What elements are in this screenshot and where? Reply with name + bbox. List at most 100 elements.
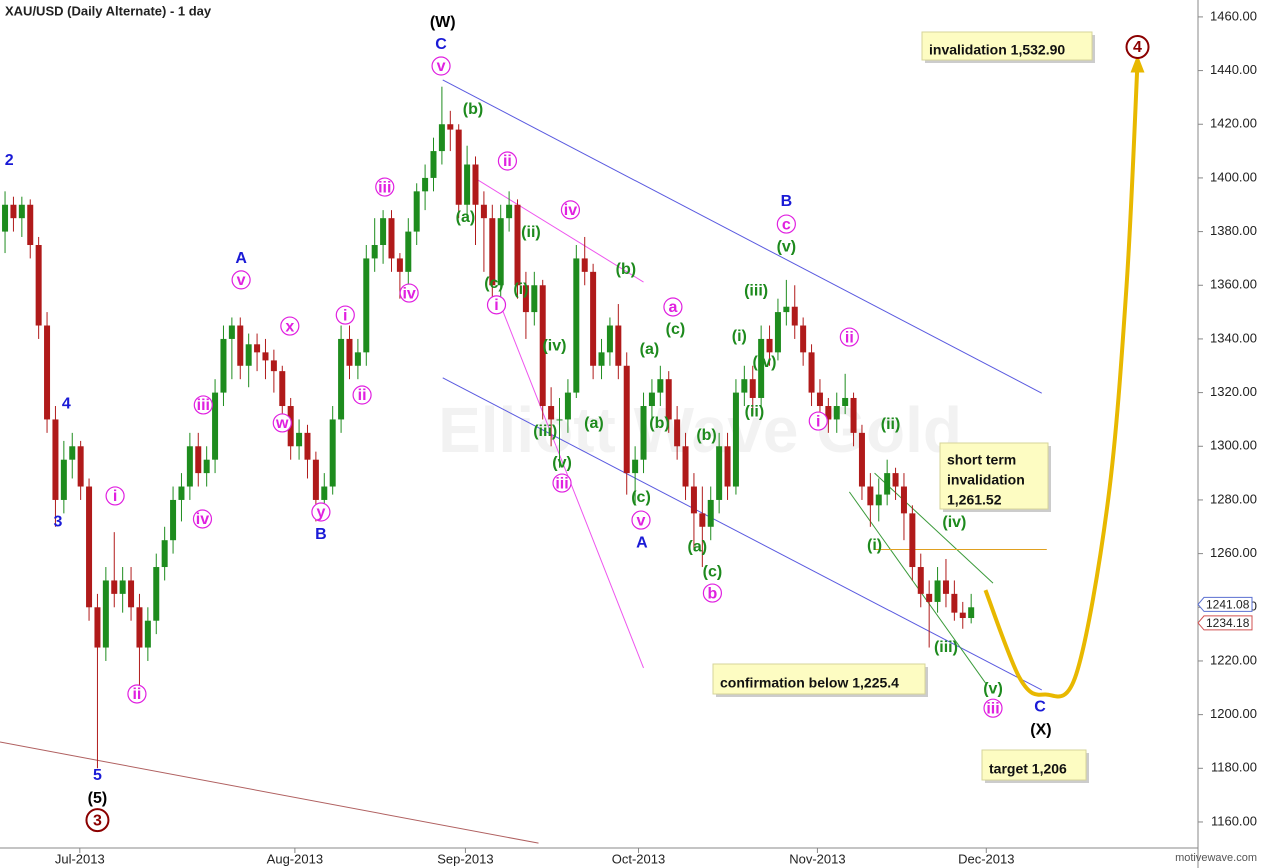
note-text: short term: [947, 452, 1016, 468]
candle-body: [522, 285, 529, 313]
wave-label-circled: iii: [378, 179, 391, 196]
candle-body: [900, 486, 907, 514]
x-tick-label: Dec-2013: [958, 851, 1014, 866]
candle-body: [161, 540, 168, 568]
label-circle: [192, 509, 213, 529]
candle-body: [648, 392, 655, 407]
candle-body: [455, 129, 462, 205]
label-circle: [552, 473, 572, 493]
candle-body: [296, 432, 303, 447]
candle-body: [926, 593, 933, 602]
wave-label: 3: [54, 514, 63, 531]
wave-label: (i): [513, 281, 528, 298]
wave-label-circled: i: [113, 488, 117, 505]
candle-body: [934, 580, 941, 602]
candle-body: [951, 593, 958, 613]
candle-body: [186, 446, 193, 487]
candle-body: [791, 306, 798, 326]
candle-body: [556, 419, 563, 421]
candle-body: [909, 513, 916, 568]
candle-body: [480, 204, 487, 219]
wave-label: (iii): [934, 639, 958, 656]
wave-label: (b): [649, 415, 669, 432]
label-circle: [231, 270, 251, 290]
y-tick-label: 1280.00: [1210, 491, 1257, 506]
wave-label: (c): [666, 321, 686, 338]
candle-body: [388, 218, 395, 259]
wave-label: B: [781, 193, 793, 210]
wave-label: (a): [640, 341, 660, 358]
candle-body: [665, 379, 672, 420]
candle-body: [44, 325, 51, 420]
candle-body: [438, 124, 445, 152]
wave-label: (v): [777, 238, 797, 255]
y-tick-label: 1220.00: [1210, 652, 1257, 667]
wave-label: (b): [463, 101, 483, 118]
candle-body: [338, 338, 345, 420]
wave-label: (ii): [745, 403, 765, 420]
wave-label: 5: [93, 767, 102, 784]
y-tick-label: 1340.00: [1210, 330, 1257, 345]
candle-body: [657, 379, 664, 393]
wave-label: A: [235, 250, 247, 267]
wave-label: (a): [688, 538, 708, 555]
y-tick-label: 1380.00: [1210, 223, 1257, 238]
candle-body: [716, 446, 723, 500]
x-tick-label: Nov-2013: [789, 851, 845, 866]
candle-body: [254, 344, 261, 353]
candle-body: [195, 446, 202, 474]
candle-body: [514, 204, 521, 286]
wave-label: (iv): [942, 514, 966, 531]
label-circle: [352, 385, 372, 405]
candle-body: [842, 397, 849, 407]
wave-label: (ii): [521, 224, 541, 241]
price-marker-label: 1234.18: [1206, 616, 1250, 630]
wave-label-circled: iv: [564, 202, 577, 219]
wave-label: (iv): [753, 354, 777, 371]
candle-body: [942, 580, 949, 594]
candle-body: [758, 338, 765, 398]
trend-line: [442, 79, 1042, 394]
candle-body: [800, 325, 807, 353]
wave-label: (iv): [542, 337, 566, 354]
label-circle: [105, 486, 125, 506]
candle-body: [27, 204, 34, 246]
candle-body: [329, 419, 336, 487]
wave-label-circled: ii: [358, 387, 367, 404]
note-box: [712, 663, 926, 695]
candle-body: [749, 379, 756, 398]
candle-body: [640, 406, 647, 460]
note-text: target 1,206: [989, 761, 1067, 777]
label-circle: [1125, 34, 1150, 59]
candle-body: [405, 231, 412, 272]
wave-label: (c): [703, 563, 723, 580]
candle-body: [464, 164, 471, 205]
y-tick-label: 1320.00: [1210, 384, 1257, 399]
candle-body: [346, 338, 353, 366]
candle-body: [548, 406, 555, 420]
wave-label: (i): [732, 328, 747, 345]
note-text: invalidation: [947, 472, 1025, 488]
chart-title: XAU/USD (Daily Alternate) - 1 day: [5, 3, 212, 18]
label-circle: [560, 200, 581, 220]
wave-label: B: [315, 526, 327, 543]
wave-label: A: [636, 534, 648, 551]
wave-label-circled: iii: [197, 397, 210, 414]
candle-body: [497, 218, 504, 286]
candle-body: [262, 352, 269, 361]
x-tick-label: Oct-2013: [612, 851, 665, 866]
wave-label-circled: w: [275, 415, 289, 432]
wave-label-circled: v: [437, 58, 446, 75]
candle-body: [858, 432, 865, 487]
candle-body: [623, 365, 630, 474]
candle-body: [18, 204, 25, 219]
wave-label-circled: i: [343, 307, 347, 324]
trend-line: [0, 741, 539, 844]
plot: [0, 62, 1140, 844]
label-circle: [335, 305, 355, 325]
candle-body: [128, 580, 135, 608]
wave-label-circled: ii: [503, 153, 512, 170]
y-tick-label: 1400.00: [1210, 169, 1257, 184]
wave-label-circled: i: [816, 413, 820, 430]
